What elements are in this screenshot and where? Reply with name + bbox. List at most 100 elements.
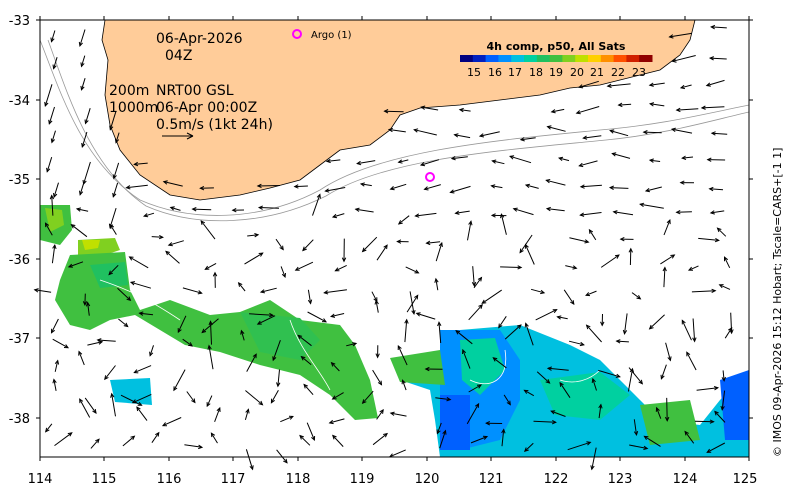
current-vector-arrow <box>718 284 731 290</box>
colorbar-swatch <box>613 55 627 62</box>
current-vector-arrow <box>503 394 511 406</box>
current-vector-arrow <box>569 237 590 244</box>
current-vector-arrow <box>49 194 55 216</box>
current-vector-arrow <box>259 287 277 294</box>
current-vector-arrow <box>598 403 603 419</box>
current-vector-arrow <box>78 29 86 48</box>
current-vector-arrow <box>346 342 358 347</box>
current-vector-arrow <box>467 220 473 241</box>
current-vector-arrow <box>691 288 717 294</box>
current-vector-arrow <box>90 438 100 449</box>
current-vector-arrow <box>724 327 733 339</box>
current-vector-arrow <box>165 250 180 264</box>
current-vector-arrow <box>162 180 183 187</box>
current-vector-arrow <box>648 102 665 107</box>
current-vector-arrow <box>559 381 571 398</box>
current-vector-arrow <box>670 127 693 134</box>
current-vector-arrow <box>84 397 97 415</box>
current-vector-arrow <box>79 183 85 196</box>
current-vector-arrow <box>212 271 218 288</box>
current-vector-arrow <box>668 32 692 39</box>
current-vector-arrow <box>617 102 632 108</box>
current-vector-arrow <box>501 428 506 447</box>
current-vector-arrow <box>708 186 724 192</box>
current-vector-arrow <box>169 206 181 211</box>
argo-legend-marker <box>292 29 302 39</box>
isotherms <box>99 279 601 391</box>
current-vector-arrow <box>110 392 116 417</box>
current-vector-arrow <box>120 394 143 406</box>
current-vector-arrow <box>681 319 692 341</box>
current-vector-arrow <box>299 434 311 446</box>
current-vector-arrow <box>81 131 88 148</box>
current-vector-arrow <box>199 185 214 191</box>
current-vector-arrow <box>481 289 502 304</box>
current-vector-arrow <box>256 315 276 325</box>
current-vector-arrow <box>423 184 441 191</box>
current-vector-arrow <box>276 449 288 464</box>
time-label: 04Z <box>165 48 192 64</box>
current-vector-arrow <box>629 444 649 450</box>
colorbar-label: 15 <box>467 66 481 79</box>
current-vector-arrow <box>550 108 565 114</box>
current-vector-arrow <box>473 276 483 289</box>
current-vector-arrow <box>50 318 59 334</box>
current-vector-arrow <box>151 234 164 240</box>
current-vector-arrow <box>660 364 667 380</box>
current-vector-arrow <box>328 418 345 425</box>
current-vector-arrow <box>705 79 725 87</box>
colorbar-label: 22 <box>611 66 625 79</box>
current-vector-arrow <box>665 342 672 362</box>
current-vector-arrow <box>240 329 245 341</box>
current-vector-arrow <box>558 156 570 162</box>
current-vector-arrow <box>414 212 437 218</box>
current-vector-arrow <box>33 288 52 293</box>
current-vector-arrow <box>389 183 407 191</box>
colorbar-swatches <box>460 55 653 62</box>
current-vector-arrow <box>396 239 409 244</box>
current-vector-arrow <box>454 210 470 215</box>
y-tick-label: -36 <box>9 253 30 268</box>
current-vector-arrow <box>53 182 59 199</box>
colorbar-swatch <box>639 55 653 62</box>
x-tick-label: 115 <box>92 472 117 487</box>
current-vector-arrow <box>307 311 328 323</box>
product-label: NRT00 GSL <box>156 83 234 99</box>
current-vector-arrow <box>67 261 84 268</box>
colorbar-swatch <box>472 55 487 62</box>
current-vector-arrow <box>272 340 281 362</box>
current-vector-arrow <box>413 128 437 136</box>
info-block: 06-Apr-2026 04Z 200m NRT00 GSL 1000m 06-… <box>109 31 273 140</box>
current-vector-arrow <box>698 237 720 243</box>
current-vector-arrow <box>332 434 344 447</box>
colorbar-labels: 15 16 17 18 19 20 21 22 23 <box>467 66 646 79</box>
current-vector-arrow <box>149 345 154 357</box>
current-vector-arrow <box>500 213 507 235</box>
current-vector-arrow <box>331 392 344 400</box>
current-vector-arrow <box>82 293 88 307</box>
current-vector-arrow <box>687 265 699 271</box>
current-vectors <box>33 24 734 471</box>
current-vector-arrow <box>293 184 308 189</box>
current-vector-arrow <box>435 241 443 262</box>
current-vector-arrow <box>307 289 313 305</box>
current-vector-arrow <box>662 266 667 288</box>
current-vector-arrow <box>323 289 347 295</box>
current-vector-arrow <box>706 157 726 162</box>
current-vector-arrow <box>214 406 221 422</box>
x-tick-label: 125 <box>733 472 758 487</box>
current-vector-arrow <box>458 107 471 113</box>
current-vector-arrow <box>565 265 578 270</box>
current-vector-arrow <box>714 410 726 423</box>
current-vector-arrow <box>600 254 620 268</box>
current-vector-arrow <box>591 377 597 391</box>
current-vector-arrow <box>52 57 58 70</box>
current-vector-arrow <box>297 334 312 347</box>
current-vector-arrow <box>306 422 316 442</box>
current-vector-arrow <box>546 125 566 132</box>
current-vector-arrow <box>142 212 155 218</box>
current-vector-arrow <box>133 365 152 374</box>
current-vector-arrow <box>387 127 406 133</box>
current-vector-arrow <box>524 183 539 189</box>
x-tick-label: 119 <box>350 472 375 487</box>
